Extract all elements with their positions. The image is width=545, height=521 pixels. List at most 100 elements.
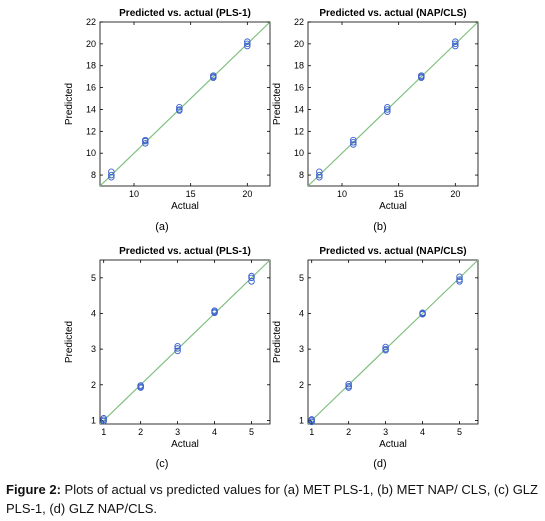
data-point-b [384, 108, 391, 115]
y-tick-label-c: 2 [91, 380, 96, 390]
y-tick-label-b: 14 [294, 104, 304, 114]
y-tick-label-a: 20 [86, 39, 96, 49]
data-point-c [137, 382, 144, 389]
data-point-c [100, 415, 107, 422]
y-tick-label-a: 22 [86, 17, 96, 27]
x-tick-label-d: 4 [420, 427, 425, 437]
data-point-a [244, 38, 251, 45]
x-tick-label-d: 5 [457, 427, 462, 437]
data-point-c [174, 345, 181, 352]
data-point-b [350, 139, 357, 146]
data-point-c [248, 274, 255, 282]
y-tick-label-c: 1 [91, 415, 96, 425]
data-point-d [419, 309, 426, 317]
data-point-c [248, 272, 255, 280]
data-point-b [316, 168, 323, 176]
scatter-chart-a: Predicted vs. actual (PLS-1) 10 15 20 8 10 12 1… [64, 8, 271, 212]
y-tick-label-a: 16 [86, 83, 96, 93]
y-tick-label-c: 4 [91, 308, 96, 318]
y-tick-label-a: 10 [86, 148, 96, 158]
x-tick-label-c: 1 [101, 427, 106, 437]
x-tick-label-d: 3 [383, 427, 388, 437]
panel-label-d: (d) [373, 458, 387, 470]
x-tick-label-d: 2 [346, 427, 351, 437]
chart-panel-d: Predicted vs. actual (NAP/CLS) 1 2 3 4 5 1 2 3 4 5… [266, 240, 486, 450]
y-axis-label-a: Predicted [64, 83, 75, 125]
y-axis-label-c: Predicted [64, 321, 75, 363]
figure-caption: Figure 2: Plots of actual vs predicted v… [6, 480, 541, 518]
data-point-a [176, 106, 183, 113]
x-tick-label-d: 1 [309, 427, 314, 437]
chart-panel-b: Predicted vs. actual (NAP/CLS) 10 15 20 8 10 1… [266, 2, 486, 212]
y-tick-label-b: 16 [294, 83, 304, 93]
chart-title-d: Predicted vs. actual (NAP/CLS) [319, 246, 466, 257]
chart-panel-a: Predicted vs. actual (PLS-1) 10 15 20 8 10 12 1… [58, 2, 278, 212]
fit-line-c [99, 259, 271, 425]
data-point-a [244, 40, 251, 48]
panel-label-c: (c) [155, 458, 169, 470]
y-tick-label-b: 10 [294, 148, 304, 158]
data-point-b [384, 104, 391, 111]
x-tick-label-a: 20 [242, 189, 252, 199]
data-point-d [456, 276, 463, 283]
x-tick-label-b: 10 [337, 189, 347, 199]
y-axis-label-d: Predicted [272, 321, 283, 363]
x-axis-label-c: Actual [171, 439, 199, 450]
panel-label-b: (b) [373, 221, 387, 233]
y-tick-label-c: 3 [91, 344, 96, 354]
y-tick-label-d: 4 [299, 308, 304, 318]
data-point-d [382, 345, 389, 353]
caption-text: Plots of actual vs predicted values for … [6, 482, 538, 516]
x-tick-label-c: 2 [138, 427, 143, 437]
data-point-b [384, 106, 391, 113]
data-point-c [211, 307, 218, 314]
fit-line-b [307, 21, 479, 187]
data-point-a [244, 42, 251, 50]
data-point-b [350, 141, 357, 148]
scatter-chart-b: Predicted vs. actual (NAP/CLS) 10 15 20 8 10 1… [272, 8, 479, 212]
y-tick-label-b: 12 [294, 126, 304, 136]
x-axis-label-a: Actual [171, 201, 199, 212]
fit-line-d [307, 259, 479, 425]
x-tick-label-c: 3 [175, 427, 180, 437]
data-point-a [108, 168, 115, 176]
data-point-b [350, 136, 357, 144]
data-point-c [174, 343, 181, 350]
panel-label-a: (a) [155, 221, 169, 233]
data-point-b [418, 72, 425, 79]
data-point-d [456, 273, 463, 281]
y-tick-label-b: 8 [299, 170, 304, 180]
y-tick-label-a: 8 [91, 170, 96, 180]
y-tick-label-d: 5 [299, 273, 304, 283]
y-tick-label-a: 14 [86, 104, 96, 114]
data-point-a [176, 104, 183, 111]
x-tick-label-c: 5 [249, 427, 254, 437]
x-tick-label-c: 4 [212, 427, 217, 437]
x-tick-label-a: 10 [129, 189, 139, 199]
x-tick-label-b: 15 [394, 189, 404, 199]
data-point-a [142, 136, 149, 144]
data-point-a [142, 140, 149, 147]
chart-title-b: Predicted vs. actual (NAP/CLS) [319, 8, 466, 19]
data-point-d [345, 380, 352, 388]
fit-line-a [99, 21, 271, 187]
data-point-a [108, 171, 115, 179]
y-axis-label-b: Predicted [272, 83, 283, 125]
caption-label: Figure 2: [6, 482, 61, 497]
y-tick-label-b: 20 [294, 39, 304, 49]
data-point-b [452, 38, 459, 45]
y-tick-label-a: 18 [86, 61, 96, 71]
data-point-d [456, 278, 463, 285]
y-tick-label-a: 12 [86, 126, 96, 136]
scatter-chart-d: Predicted vs. actual (NAP/CLS) 1 2 3 4 5 1 2 3 4 5… [272, 246, 479, 450]
x-axis-label-b: Actual [379, 201, 407, 212]
data-point-b [452, 40, 459, 48]
data-point-c [174, 347, 181, 355]
y-tick-label-d: 2 [299, 380, 304, 390]
scatter-chart-c: Predicted vs. actual (PLS-1) 1 2 3 4 5 1 2 3 4 5 Ac… [64, 246, 271, 450]
data-point-b [452, 42, 459, 50]
chart-panel-c: Predicted vs. actual (PLS-1) 1 2 3 4 5 1 2 3 4 5 Ac… [58, 240, 278, 450]
x-axis-label-d: Actual [379, 439, 407, 450]
data-point-d [308, 416, 315, 423]
y-tick-label-d: 1 [299, 415, 304, 425]
